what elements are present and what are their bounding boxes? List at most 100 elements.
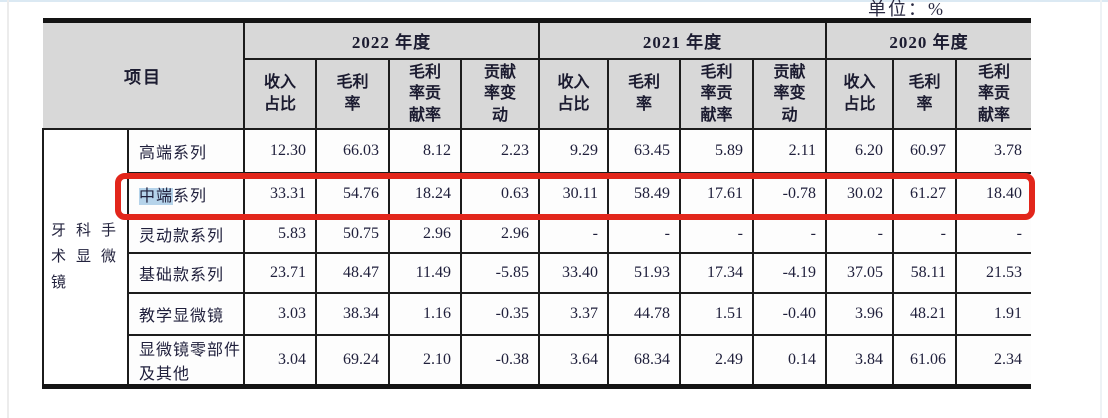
- value-cell: 1.51: [679, 292, 754, 337]
- value-cell: -0.40: [752, 292, 827, 337]
- value-cell: 63.45: [607, 128, 681, 175]
- value-cell: 2.11: [752, 128, 827, 175]
- category-cell: 牙科手术显微镜: [42, 128, 129, 388]
- value-cell: 3.78: [955, 128, 1031, 175]
- value-cell: 0.63: [460, 172, 540, 217]
- table-row-high-end: 牙科手术显微镜 高端系列 12.30 66.03 8.12 2.23 9.29 …: [42, 128, 1031, 388]
- value-cell: 69.24: [315, 334, 390, 388]
- value-cell: 17.61: [679, 172, 754, 217]
- row-label: 中端系列: [127, 172, 245, 217]
- col-header: 毛利率: [892, 57, 957, 131]
- value-cell: 2.49: [679, 334, 754, 388]
- value-cell: 3.96: [825, 292, 894, 337]
- value-cell: 2.10: [388, 334, 462, 388]
- table-row-parts-other: 显微镜零部件及其他 3.04 69.24 2.10 -0.38 3.64 68.…: [43, 334, 1031, 388]
- value-cell: 3.37: [538, 292, 609, 337]
- value-cell: 58.49: [607, 172, 681, 217]
- value-cell: -0.38: [460, 334, 540, 388]
- value-cell: 48.21: [892, 292, 957, 337]
- col-header: 贡献率变动: [752, 57, 827, 131]
- value-cell: 1.16: [388, 292, 462, 337]
- value-cell: 23.71: [243, 252, 317, 295]
- col-header: 收入占比: [538, 57, 609, 131]
- value-cell: 61.06: [892, 334, 957, 388]
- value-cell: 60.97: [892, 128, 957, 175]
- table-row-teaching: 教学显微镜 3.03 38.34 1.16 -0.35 3.37 44.78 1…: [43, 292, 1031, 337]
- value-cell: -4.19: [752, 252, 827, 295]
- value-cell: -: [607, 214, 681, 255]
- value-cell: 6.20: [825, 128, 894, 175]
- value-cell: -: [955, 214, 1031, 255]
- col-header: 毛利率: [607, 57, 681, 131]
- value-cell: 38.34: [315, 292, 390, 337]
- value-cell: 58.11: [892, 252, 957, 295]
- value-cell: 37.05: [825, 252, 894, 295]
- value-cell: 9.29: [538, 128, 609, 175]
- value-cell: 18.40: [955, 172, 1031, 217]
- item-header: 项目: [43, 19, 245, 131]
- year-header-2022: 2022 年度: [243, 19, 540, 60]
- value-cell: 3.04: [243, 334, 317, 388]
- col-header: 收入占比: [243, 57, 317, 131]
- year-header-2021: 2021 年度: [538, 19, 827, 60]
- col-header: 收入占比: [825, 57, 894, 131]
- selected-text: 中端: [139, 188, 174, 206]
- value-cell: 17.34: [679, 252, 754, 295]
- value-cell: 21.53: [955, 252, 1031, 295]
- value-cell: 2.34: [955, 334, 1031, 388]
- header-row-years: 项目 2022 年度 2021 年度 2020 年度: [43, 19, 1031, 131]
- value-cell: 48.47: [315, 252, 390, 295]
- value-cell: 54.76: [315, 172, 390, 217]
- value-cell: 3.03: [243, 292, 317, 337]
- row-label: 教学显微镜: [127, 292, 245, 337]
- value-cell: 1.91: [955, 292, 1031, 337]
- col-header: 毛利率: [315, 57, 390, 131]
- value-cell: 30.11: [538, 172, 609, 217]
- col-header: 毛利率贡献率: [955, 57, 1031, 131]
- table-row-mid-end-highlighted: 中端系列 33.31 54.76 18.24 0.63 30.11 58.49 …: [43, 172, 1031, 217]
- value-cell: 44.78: [607, 292, 681, 337]
- value-cell: 66.03: [315, 128, 390, 175]
- value-cell: -: [892, 214, 957, 255]
- value-cell: 50.75: [315, 214, 390, 255]
- value-cell: 2.96: [388, 214, 462, 255]
- page-right-edge: [1100, 0, 1102, 418]
- header-row-subcols: 收入占比 毛利率 毛利率贡献率 贡献率变动 收入占比 毛利率 毛利率贡献率 贡献…: [43, 57, 1031, 131]
- value-cell: 8.12: [388, 128, 462, 175]
- value-cell: 68.34: [607, 334, 681, 388]
- value-cell: 61.27: [892, 172, 957, 217]
- page-left-edge: [7, 0, 9, 418]
- unit-label: 单位：%: [868, 0, 945, 19]
- row-label: 基础款系列: [127, 252, 245, 295]
- col-header: 毛利率贡献率: [679, 57, 754, 131]
- value-cell: 5.83: [243, 214, 317, 255]
- value-cell: 12.30: [243, 128, 317, 175]
- row-label: 高端系列: [127, 128, 245, 175]
- value-cell: 11.49: [388, 252, 462, 295]
- row-label: 灵动款系列: [127, 214, 245, 255]
- value-cell: -: [752, 214, 827, 255]
- value-cell: -: [538, 214, 609, 255]
- table-row-basic: 基础款系列 23.71 48.47 11.49 -5.85 33.40 51.9…: [43, 252, 1031, 295]
- value-cell: 30.02: [825, 172, 894, 217]
- year-header-2020: 2020 年度: [825, 19, 1031, 60]
- financial-table: 项目 2022 年度 2021 年度 2020 年度 收入占比 毛利率 毛利率贡…: [42, 18, 1031, 390]
- col-header: 毛利率贡献率: [388, 57, 462, 131]
- value-cell: 33.40: [538, 252, 609, 295]
- value-cell: -: [825, 214, 894, 255]
- value-cell: 33.31: [243, 172, 317, 217]
- value-cell: 5.89: [679, 128, 754, 175]
- value-cell: 3.84: [825, 334, 894, 388]
- value-cell: 51.93: [607, 252, 681, 295]
- value-cell: 2.96: [460, 214, 540, 255]
- value-cell: 18.24: [388, 172, 462, 217]
- value-cell: 2.23: [460, 128, 540, 175]
- value-cell: -0.35: [460, 292, 540, 337]
- col-header: 贡献率变动: [460, 57, 540, 131]
- value-cell: -: [679, 214, 754, 255]
- value-cell: 3.64: [538, 334, 609, 388]
- value-cell: 0.14: [752, 334, 827, 388]
- row-label: 显微镜零部件及其他: [127, 334, 245, 388]
- value-cell: -5.85: [460, 252, 540, 295]
- table-row-lingdong: 灵动款系列 5.83 50.75 2.96 2.96 - - - - - - -: [43, 214, 1031, 255]
